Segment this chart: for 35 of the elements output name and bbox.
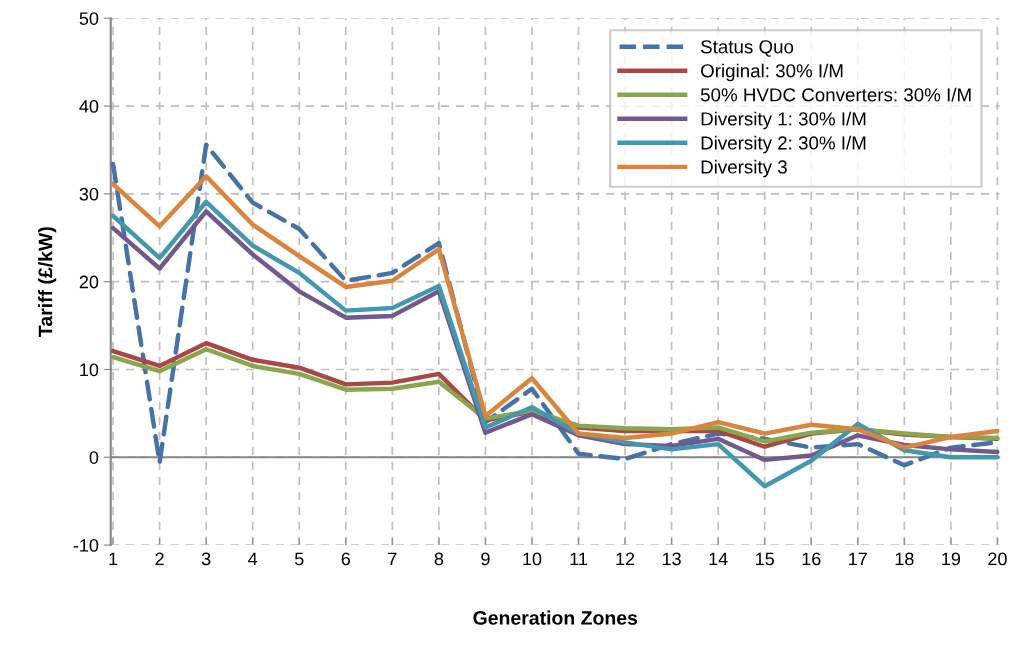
legend-label: Diversity 2: 30% I/M xyxy=(701,135,866,154)
x-tick-label: 10 xyxy=(523,552,542,566)
x-tick-label: 12 xyxy=(616,552,635,566)
x-tick-label: 18 xyxy=(895,552,914,566)
x-tick-label: 1 xyxy=(109,552,118,566)
legend-label: 50% HVDC Converters: 30% I/M xyxy=(700,87,971,102)
x-tick-label: 20 xyxy=(988,552,1007,566)
x-tick-label: 19 xyxy=(942,552,961,566)
y-tick-label: 10 xyxy=(80,363,99,377)
x-axis-title: Generation Zones xyxy=(473,610,638,625)
legend-label: Diversity 1: 30% I/M xyxy=(701,111,866,130)
legend-label: Diversity 3 xyxy=(701,159,787,178)
x-tick-label: 15 xyxy=(756,552,774,566)
y-axis-title: Tariff (£/kW) xyxy=(38,227,57,337)
x-tick-label: 6 xyxy=(341,552,351,566)
x-tick-label: 9 xyxy=(481,552,490,566)
x-tick-label: 11 xyxy=(570,552,588,566)
y-tick-label: 30 xyxy=(79,187,99,201)
legend-label: Original: 30% I/M xyxy=(701,63,843,82)
x-tick-label: 7 xyxy=(388,552,397,566)
x-tick-label: 3 xyxy=(201,552,211,566)
y-tick-label: 0 xyxy=(89,451,99,464)
y-tick-label: 40 xyxy=(79,99,99,113)
y-tick-label: -10 xyxy=(73,539,99,552)
x-tick-label: 14 xyxy=(709,552,728,566)
x-tick-label: 4 xyxy=(248,552,258,566)
legend-label: Status Quo xyxy=(701,40,794,57)
x-tick-label: 13 xyxy=(662,552,681,566)
x-tick-label: 16 xyxy=(802,552,821,566)
x-tick-label: 5 xyxy=(294,552,304,566)
y-tick-label: 20 xyxy=(79,275,99,289)
x-tick-label: 17 xyxy=(849,552,867,566)
x-tick-label: 2 xyxy=(155,552,164,566)
x-tick-label: 8 xyxy=(434,552,444,566)
y-tick-label: 50 xyxy=(79,12,99,25)
